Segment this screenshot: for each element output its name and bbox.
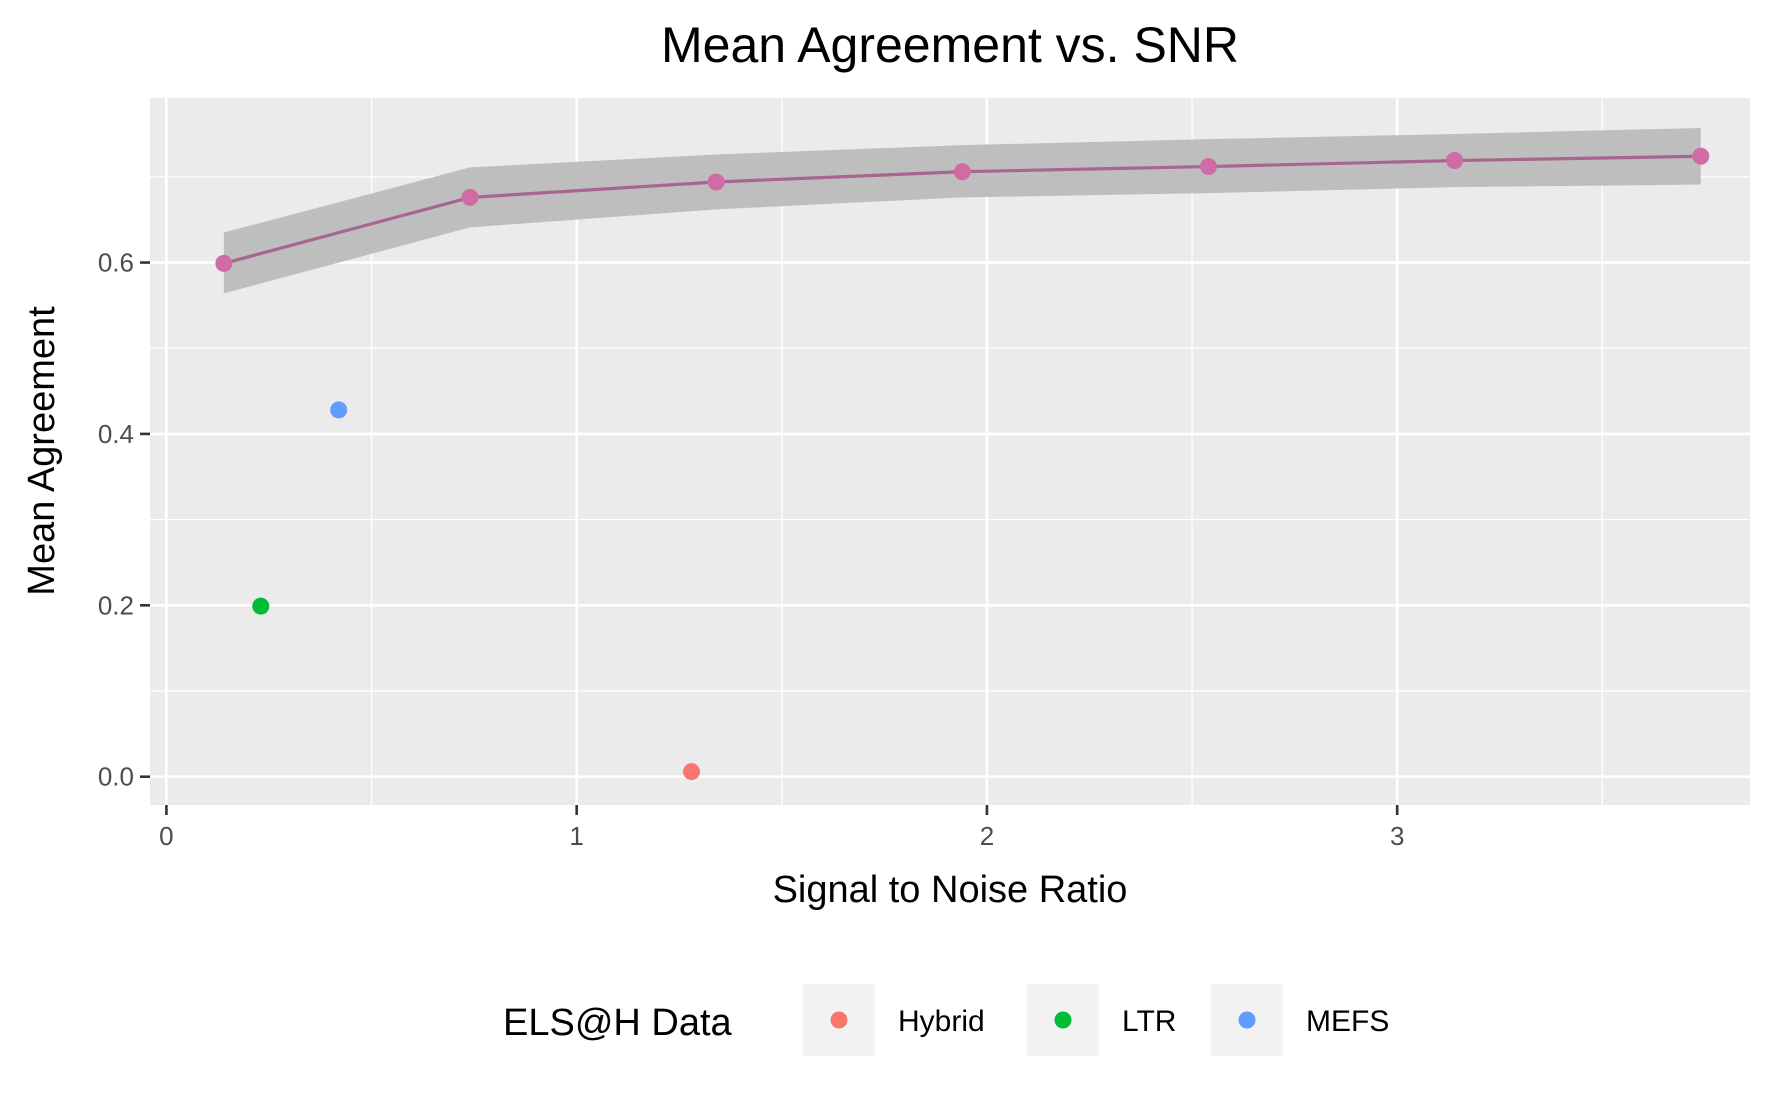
confidence-ribbon bbox=[223, 127, 1701, 294]
x-tick-label: 2 bbox=[980, 821, 994, 851]
y-axis: 0.0 0.2 0.4 0.6 bbox=[98, 248, 150, 792]
y-tick-label: 0.4 bbox=[98, 419, 134, 449]
y-tick-label: 0.0 bbox=[98, 762, 134, 792]
legend: ELS@H Data Hybrid LTR MEFS bbox=[503, 984, 1389, 1056]
y-axis-title: Mean Agreement bbox=[21, 306, 63, 596]
data-point-mefs bbox=[330, 401, 348, 419]
trend-point bbox=[1692, 147, 1710, 165]
trend-point bbox=[461, 188, 479, 206]
data-point-hybrid bbox=[683, 763, 701, 781]
legend-key-hybrid bbox=[830, 1011, 848, 1029]
trend-point bbox=[1199, 158, 1217, 176]
x-tick-label: 1 bbox=[569, 821, 583, 851]
x-tick-label: 3 bbox=[1390, 821, 1404, 851]
chart-title: Mean Agreement vs. SNR bbox=[661, 17, 1239, 73]
legend-label-mefs: MEFS bbox=[1306, 1005, 1389, 1038]
trend-point bbox=[1446, 152, 1464, 170]
y-tick-label: 0.2 bbox=[98, 590, 134, 620]
legend-key-mefs bbox=[1238, 1011, 1256, 1029]
trend-point bbox=[953, 163, 971, 181]
confidence-ribbon-layer bbox=[223, 127, 1701, 294]
x-tick-label: 0 bbox=[159, 821, 173, 851]
legend-key-ltr bbox=[1054, 1011, 1072, 1029]
trend-line-layer bbox=[215, 147, 1710, 272]
x-axis: 0 1 2 3 bbox=[159, 805, 1404, 851]
trend-point bbox=[215, 254, 233, 272]
legend-label-ltr: LTR bbox=[1122, 1005, 1176, 1038]
y-tick-label: 0.6 bbox=[98, 248, 134, 278]
legend-items: Hybrid LTR MEFS bbox=[803, 984, 1389, 1056]
legend-label-hybrid: Hybrid bbox=[898, 1005, 985, 1038]
trend-point bbox=[707, 173, 725, 191]
legend-title: ELS@H Data bbox=[503, 1002, 733, 1044]
data-points-layer bbox=[252, 401, 701, 781]
data-point-ltr bbox=[252, 597, 270, 615]
x-axis-title: Signal to Noise Ratio bbox=[773, 869, 1128, 911]
major-gridlines bbox=[150, 98, 1750, 805]
